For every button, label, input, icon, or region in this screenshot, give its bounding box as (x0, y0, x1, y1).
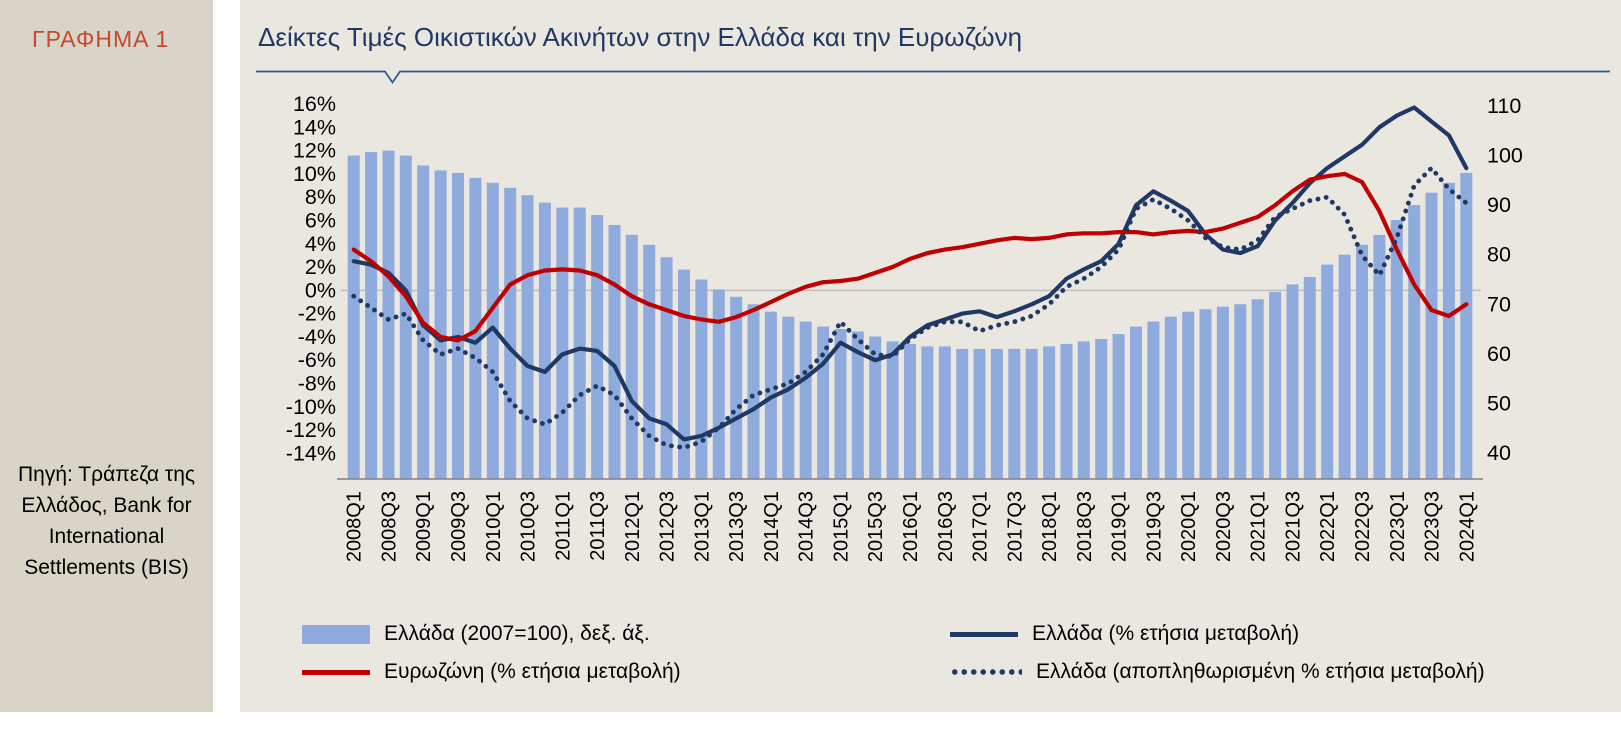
svg-text:2020Q3: 2020Q3 (1213, 491, 1235, 562)
source-note: Πηγή: Τράπεζα της Ελλάδος, Bank for Inte… (17, 463, 195, 579)
legend-label-greece-yoy: Ελλάδα (% ετήσια μεταβολή) (1032, 622, 1300, 645)
legend-label-eurozone-yoy: Ευρωζώνη (% ετήσια μεταβολή) (384, 660, 681, 683)
svg-text:2024Q1: 2024Q1 (1456, 491, 1478, 562)
svg-text:2022Q1: 2022Q1 (1317, 491, 1339, 562)
svg-text:100: 100 (1487, 144, 1523, 168)
svg-text:2020Q1: 2020Q1 (1178, 491, 1200, 562)
figure-label: ΓΡΑΦΗΜΑ 1 (32, 26, 170, 52)
svg-text:2012Q3: 2012Q3 (657, 491, 679, 562)
svg-text:-2%: -2% (298, 302, 336, 326)
svg-text:-4%: -4% (298, 325, 336, 349)
svg-text:2013Q3: 2013Q3 (726, 491, 748, 562)
legend-swatch-bar (302, 624, 370, 644)
title-rule-with-notch (256, 70, 1610, 85)
svg-text:2010Q3: 2010Q3 (518, 491, 540, 562)
bar-series-greece-index (347, 150, 1473, 480)
svg-text:2014Q3: 2014Q3 (796, 491, 818, 562)
chart-legend: Ελλάδα (2007=100), δεξ. άξ. Ελλάδα (% ετ… (302, 622, 1602, 684)
legend-swatch-dotted-line (950, 668, 1022, 676)
svg-text:2014Q1: 2014Q1 (761, 491, 783, 562)
right-axis-labels: 110 100 90 80 70 60 50 40 (1487, 94, 1523, 465)
svg-text:90: 90 (1487, 193, 1511, 217)
svg-text:2016Q3: 2016Q3 (935, 491, 957, 562)
svg-text:-8%: -8% (298, 372, 336, 396)
svg-text:10%: 10% (293, 162, 336, 186)
svg-text:2018Q3: 2018Q3 (1074, 491, 1096, 562)
svg-text:50: 50 (1487, 391, 1511, 415)
svg-text:6%: 6% (305, 209, 336, 233)
svg-text:2021Q3: 2021Q3 (1283, 491, 1305, 562)
svg-text:80: 80 (1487, 243, 1511, 267)
svg-text:2023Q1: 2023Q1 (1387, 491, 1409, 562)
svg-text:2008Q3: 2008Q3 (379, 491, 401, 562)
legend-item-greece-index: Ελλάδα (2007=100), δεξ. άξ. (302, 622, 950, 646)
svg-text:70: 70 (1487, 292, 1511, 316)
legend-swatch-red-line (302, 669, 370, 675)
svg-text:2011Q3: 2011Q3 (587, 491, 609, 561)
svg-text:110: 110 (1487, 94, 1521, 118)
svg-text:2016Q1: 2016Q1 (900, 491, 922, 562)
left-sidebar: ΓΡΑΦΗΜΑ 1 Πηγή: Τράπεζα της Ελλάδος, Ban… (0, 0, 213, 712)
svg-text:2019Q1: 2019Q1 (1109, 491, 1131, 562)
chart-panel: Δείκτες Τιμές Οικιστικών Ακινήτων στην Ε… (240, 0, 1621, 712)
line-eurozone-yoy (351, 171, 1469, 343)
svg-text:12%: 12% (293, 139, 336, 163)
svg-text:16%: 16% (293, 92, 336, 116)
legend-label-greece-index: Ελλάδα (2007=100), δεξ. άξ. (384, 622, 650, 645)
svg-text:8%: 8% (305, 185, 336, 209)
svg-text:-10%: -10% (286, 395, 336, 419)
left-axis-labels: 16%14%12%10%8%6%4%2%0%-2%-4%-6%-8%-10%-1… (286, 92, 336, 465)
svg-text:2010Q1: 2010Q1 (483, 491, 505, 562)
svg-text:2009Q1: 2009Q1 (413, 491, 435, 562)
svg-text:60: 60 (1487, 342, 1511, 366)
svg-text:2015Q1: 2015Q1 (831, 491, 853, 562)
svg-text:2021Q1: 2021Q1 (1248, 491, 1270, 562)
price-index-chart: 16%14%12%10%8%6%4%2%0%-2%-4%-6%-8%-10%-1… (286, 92, 1523, 562)
legend-label-greece-deflated-yoy: Ελλάδα (αποπληθωρισμένη % ετήσια μεταβολ… (1036, 660, 1485, 683)
legend-item-greece-deflated-yoy: Ελλάδα (αποπληθωρισμένη % ετήσια μεταβολ… (950, 660, 1602, 684)
svg-text:2019Q3: 2019Q3 (1143, 491, 1165, 562)
line-greece-deflated-yoy (351, 165, 1469, 450)
svg-text:2009Q3: 2009Q3 (448, 491, 470, 562)
svg-text:2008Q1: 2008Q1 (344, 491, 366, 562)
svg-text:2011Q1: 2011Q1 (552, 491, 574, 561)
svg-text:2017Q1: 2017Q1 (970, 491, 992, 562)
svg-text:40: 40 (1487, 441, 1511, 465)
svg-text:-12%: -12% (286, 418, 336, 442)
legend-item-greece-yoy: Ελλάδα (% ετήσια μεταβολή) (950, 622, 1602, 646)
svg-text:2017Q3: 2017Q3 (1004, 491, 1026, 562)
svg-text:-6%: -6% (298, 348, 336, 372)
svg-text:-14%: -14% (286, 441, 336, 465)
chart-title: Δείκτες Τιμές Οικιστικών Ακινήτων στην Ε… (258, 22, 1023, 52)
svg-text:2%: 2% (305, 255, 336, 279)
svg-text:0%: 0% (305, 278, 336, 302)
x-axis-labels: 2008Q1 2008Q3 2009Q1 2009Q3 2010Q1 2010Q3 2011… (344, 491, 1479, 562)
svg-text:2022Q3: 2022Q3 (1352, 491, 1374, 562)
svg-text:14%: 14% (293, 115, 336, 139)
svg-text:4%: 4% (305, 232, 336, 256)
svg-text:2012Q1: 2012Q1 (622, 491, 644, 562)
svg-text:2018Q1: 2018Q1 (1039, 491, 1061, 562)
legend-item-eurozone-yoy: Ευρωζώνη (% ετήσια μεταβολή) (302, 660, 950, 684)
legend-swatch-navy-line (950, 631, 1018, 637)
svg-text:2023Q3: 2023Q3 (1422, 491, 1444, 562)
svg-text:2013Q1: 2013Q1 (691, 491, 713, 562)
svg-text:2015Q3: 2015Q3 (865, 491, 887, 562)
